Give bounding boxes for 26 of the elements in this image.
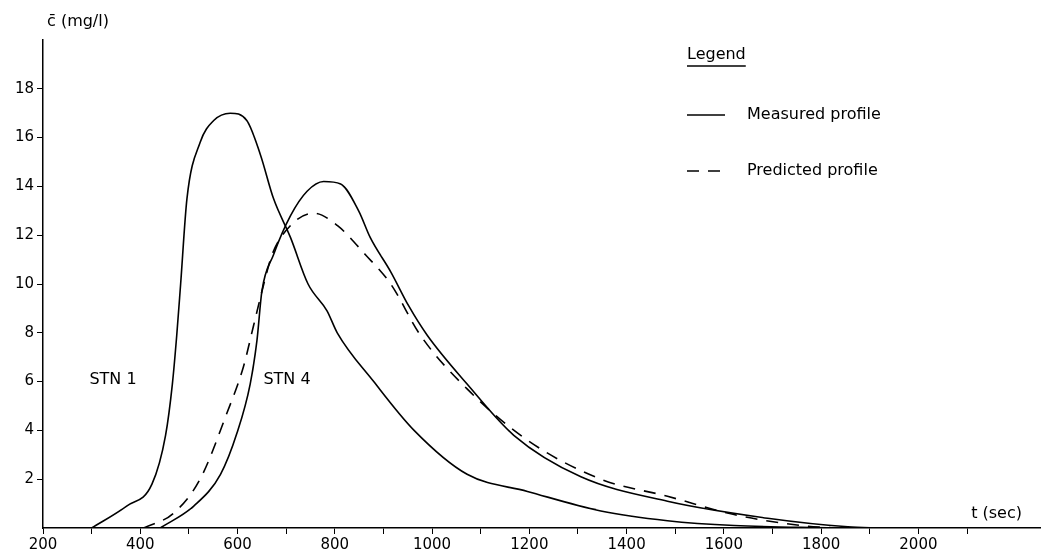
- y-tick-label: 12: [14, 225, 34, 244]
- y-tick-label: 2: [24, 469, 34, 488]
- y-tick-label: 16: [14, 127, 34, 146]
- x-tick-label: 800: [320, 534, 350, 553]
- annotation: STN 1: [89, 369, 137, 389]
- y-tick-label: 6: [24, 371, 34, 390]
- y-tick-label: 8: [24, 322, 34, 341]
- legend-label: Predicted profile: [747, 160, 878, 180]
- x-tick-label: 2000: [899, 534, 938, 553]
- y-tick-label: 10: [14, 273, 34, 292]
- x-tick-label: 1400: [607, 534, 646, 553]
- y-tick-label: 14: [14, 176, 34, 195]
- x-tick-label: 1600: [704, 534, 743, 553]
- x-tick-label: 1000: [412, 534, 452, 553]
- annotation: STN 4: [263, 369, 311, 389]
- x-tick-label: 200: [28, 534, 58, 553]
- x-axis-title: t (sec): [971, 503, 1022, 523]
- x-tick-label: 600: [223, 534, 252, 553]
- y-tick-label: 18: [14, 78, 34, 97]
- x-tick-label: 1800: [802, 534, 841, 553]
- y-axis-title: c̄ (mg/l): [47, 11, 109, 31]
- legend-label: Measured profile: [747, 104, 881, 124]
- y-tick-label: 4: [24, 420, 34, 439]
- legend-title: Legend: [687, 44, 746, 64]
- x-tick-label: 1200: [510, 534, 549, 553]
- x-tick-label: 400: [125, 534, 155, 553]
